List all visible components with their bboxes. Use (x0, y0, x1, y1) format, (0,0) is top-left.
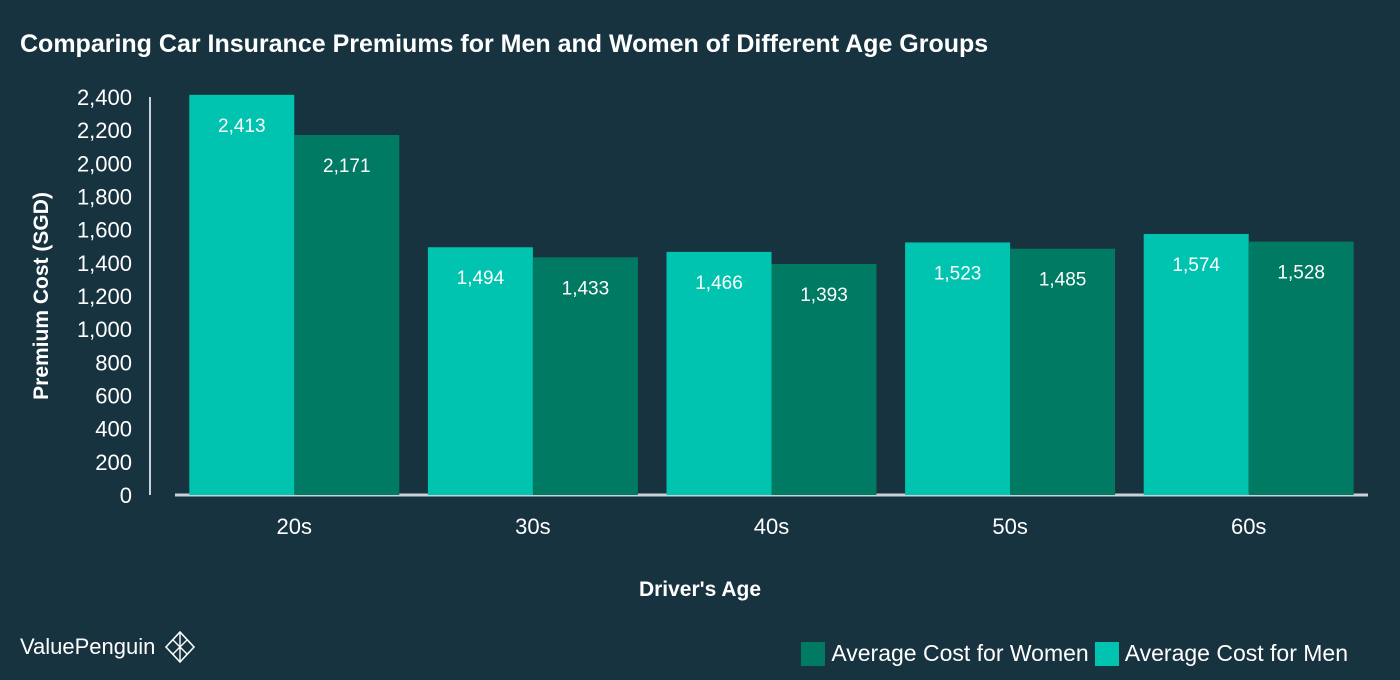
bar-women-60s (1248, 241, 1354, 495)
x-tick-label: 40s (754, 514, 789, 539)
data-label-men-30s: 1,494 (457, 268, 505, 289)
y-tick-label: 800 (95, 350, 132, 375)
y-tick-label: 0 (120, 483, 132, 508)
legend-swatch-women (801, 641, 826, 666)
data-label-women-20s: 2,171 (323, 156, 371, 177)
y-tick-label: 1,800 (77, 185, 132, 210)
y-tick-label: 600 (95, 384, 132, 409)
x-tick-label: 30s (515, 514, 550, 539)
legend-label-men: Average Cost for Men (1124, 640, 1348, 666)
y-tick-label: 1,600 (77, 218, 132, 243)
legend-item-men: Average Cost for Men (1094, 640, 1348, 667)
bar-men-60s (1143, 233, 1249, 495)
x-tick-label: 20s (277, 514, 312, 539)
data-label-women-60s: 1,528 (1277, 263, 1325, 284)
legend-label-women: Average Cost for Women (831, 640, 1089, 666)
y-tick-label: 2,400 (77, 85, 132, 110)
bar-men-20s (189, 94, 295, 495)
bar-women-30s (532, 257, 638, 495)
chart-legend: Average Cost for Women Average Cost for … (795, 640, 1348, 667)
brand-logo: ValuePenguin (20, 630, 197, 664)
chart-title: Comparing Car Insurance Premiums for Men… (20, 30, 989, 58)
y-tick-label: 1,200 (77, 284, 132, 309)
x-tick-label: 60s (1231, 514, 1266, 539)
y-tick-label: 400 (95, 417, 132, 442)
data-label-men-60s: 1,574 (1172, 255, 1220, 276)
data-label-men-50s: 1,523 (934, 263, 982, 284)
x-axis-title: Driver's Age (638, 578, 762, 601)
brand-name: ValuePenguin (20, 634, 156, 659)
data-label-women-50s: 1,485 (1039, 270, 1087, 291)
y-tick-label: 200 (95, 450, 132, 475)
bar-women-20s (294, 134, 400, 495)
y-tick-label: 1,000 (77, 317, 132, 342)
data-label-men-20s: 2,413 (218, 116, 266, 137)
y-tick-label: 1,400 (77, 251, 132, 276)
bar-men-50s (905, 242, 1011, 495)
data-label-women-30s: 1,433 (562, 278, 610, 299)
bar-men-30s (427, 247, 533, 495)
bar-women-40s (771, 263, 877, 495)
bar-women-50s (1010, 248, 1116, 495)
y-axis-title: Premium Cost (SGD) (30, 192, 53, 400)
valuepenguin-logo-icon (165, 630, 196, 664)
legend-swatch-men (1094, 641, 1119, 666)
legend-item-women: Average Cost for Women (801, 640, 1089, 667)
y-tick-label: 2,000 (77, 151, 132, 176)
y-tick-label: 2,200 (77, 118, 132, 143)
data-label-men-40s: 1,466 (695, 273, 743, 294)
data-label-women-40s: 1,393 (800, 285, 848, 306)
x-tick-label: 50s (992, 514, 1027, 539)
bar-men-40s (666, 251, 772, 495)
